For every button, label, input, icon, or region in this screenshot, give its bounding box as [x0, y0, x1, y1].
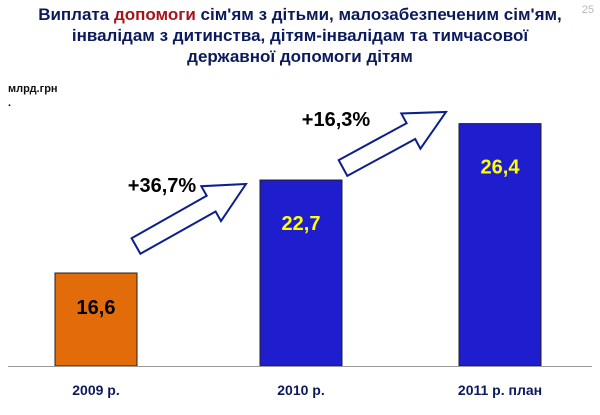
- growth-arrow-1: [130, 182, 248, 256]
- bar-1: [54, 272, 138, 367]
- bar-2: [259, 179, 343, 367]
- growth-annotation-1: +36,7%: [128, 175, 197, 197]
- value-labels: 16,6 22,7 26,4: [77, 157, 521, 319]
- unit-text: млрд.грн: [8, 83, 58, 95]
- title-line-3: державної допомоги дітям: [187, 47, 413, 66]
- title-line-2: інвалідам з дитинства, дітям-інвалідам т…: [71, 26, 529, 45]
- category-labels: 2009 р. 2010 р. 2011 р. план: [72, 382, 542, 398]
- category-label-3: 2011 р. план: [458, 382, 542, 398]
- bar-value-label-2: 22,7: [282, 213, 321, 235]
- unit-label: млрд.грн .: [8, 82, 58, 110]
- bar-3: [458, 123, 542, 367]
- growth-annotation-2: +16,3%: [302, 109, 371, 131]
- slide-title: Виплата допомоги сім'ям з дітьми, малоза…: [10, 4, 590, 67]
- bar-value-label-3: 26,4: [481, 157, 521, 179]
- title-highlight: допомоги: [113, 5, 196, 24]
- title-line-1: Виплата допомоги сім'ям з дітьми, малоза…: [10, 4, 590, 25]
- category-label-2: 2010 р.: [277, 382, 324, 398]
- page-number: 25: [581, 4, 594, 16]
- category-label-1: 2009 р.: [72, 382, 119, 398]
- growth-annotations: +36,7% +16,3%: [128, 109, 371, 197]
- unit-dot: .: [8, 97, 12, 109]
- growth-arrow-2: [337, 110, 448, 178]
- title-text-end: сім'ям з дітьми, малозабезпеченим сім'ям…: [195, 5, 562, 24]
- bar-value-label-1: 16,6: [77, 297, 116, 319]
- bars-group: [54, 123, 542, 367]
- title-text-start: Виплата: [38, 5, 114, 24]
- growth-arrows: [130, 110, 448, 256]
